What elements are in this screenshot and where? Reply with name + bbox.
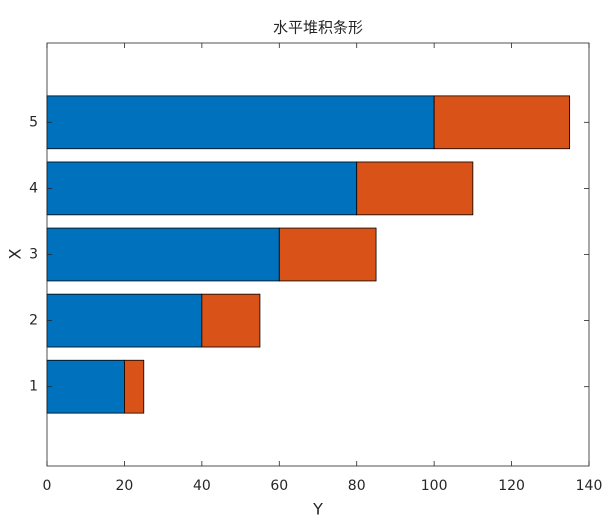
x-tick-label: 0 (43, 478, 52, 494)
bar-segment (46, 227, 280, 282)
chart-title: 水平堆积条形 (273, 19, 363, 37)
x-tick-label: 20 (116, 478, 134, 494)
bar-segment (46, 359, 125, 414)
x-tick-label: 60 (270, 478, 288, 494)
bar-segment (278, 227, 377, 282)
bar-segment (46, 293, 203, 348)
bar-segment (433, 95, 571, 150)
y-tick-label: 2 (29, 313, 38, 329)
y-tick-label: 3 (29, 247, 38, 263)
bar-segment (46, 95, 435, 150)
y-tick-label: 5 (29, 114, 38, 130)
x-tick-label: 100 (421, 478, 448, 494)
bar-segment (46, 161, 358, 216)
x-tick-label: 80 (348, 478, 366, 494)
x-tick-label: 40 (193, 478, 211, 494)
bar-segment (124, 359, 145, 414)
x-tick-label: 140 (576, 478, 603, 494)
x-axis-label: Y (312, 500, 323, 519)
y-axis-label: X (6, 248, 25, 259)
y-tick-label: 1 (29, 379, 38, 395)
x-tick-label: 120 (498, 478, 525, 494)
y-tick-label: 4 (29, 180, 38, 196)
bar-segment (201, 293, 261, 348)
bar-segment (356, 161, 474, 216)
